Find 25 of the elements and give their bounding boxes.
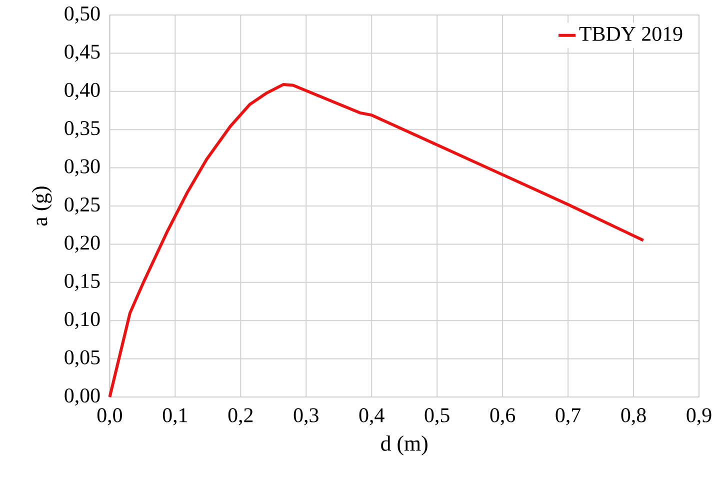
y-tick-label: 0,40 <box>64 82 100 100</box>
x-tick-label: 0,7 <box>556 408 581 426</box>
y-axis-title: a (g) <box>32 186 52 226</box>
x-tick-label: 0,5 <box>424 408 450 426</box>
y-tick-label: 0,15 <box>64 274 100 291</box>
legend-label: TBDY 2019 <box>579 26 682 41</box>
x-tick-label: 0,4 <box>359 408 384 426</box>
y-tick-label: 0,00 <box>64 388 100 406</box>
y-tick-label: 0,20 <box>64 236 100 253</box>
x-tick-label: 0,2 <box>228 408 253 426</box>
line-series <box>108 83 645 398</box>
x-tick-label: 0,3 <box>294 408 318 426</box>
x-tick-label: 0,6 <box>490 408 516 426</box>
y-tick-label: 0,45 <box>64 44 100 62</box>
x-axis-title: d (m) <box>381 435 428 456</box>
y-tick-label: 0,30 <box>64 159 100 176</box>
x-tick-label: 0,9 <box>686 408 712 426</box>
x-tick-label: 0,0 <box>97 408 122 426</box>
x-tick-label: 0,1 <box>162 408 187 426</box>
y-tick-label: 0,35 <box>64 121 100 138</box>
y-tick-label: 0,50 <box>64 6 100 24</box>
y-tick-label: 0,25 <box>64 197 100 215</box>
y-tick-label: 0,10 <box>64 312 100 330</box>
y-tick-label: 0,05 <box>64 350 100 368</box>
x-tick-label: 0,8 <box>621 408 646 426</box>
